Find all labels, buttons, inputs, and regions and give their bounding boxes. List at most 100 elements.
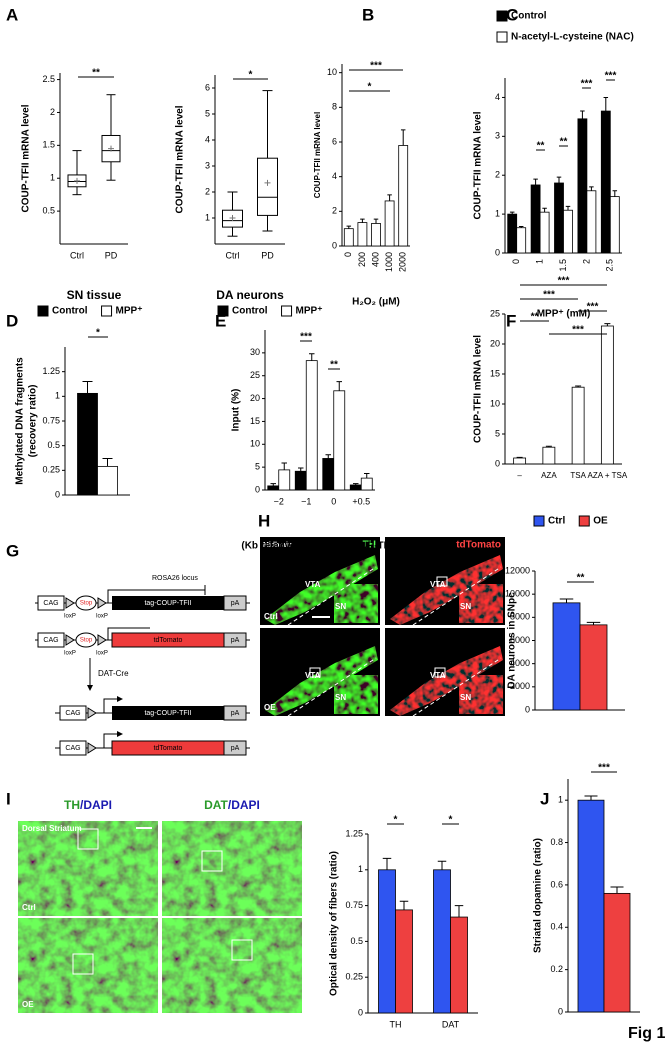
error-bar xyxy=(612,190,618,197)
mean xyxy=(108,145,114,152)
legend-swatch xyxy=(281,305,293,317)
error-bar xyxy=(556,176,562,183)
y-tick-label: 2.5 xyxy=(42,74,55,84)
bar xyxy=(542,446,556,465)
y-tick-label: 0.75 xyxy=(42,415,60,425)
y-tick-label: 1 xyxy=(50,173,55,183)
transcription-arrow xyxy=(103,696,123,713)
locus-marker xyxy=(107,585,206,603)
reporter-label: tdTomato xyxy=(154,745,183,752)
panel-label: A xyxy=(6,5,18,24)
y-tick-label: 0.8 xyxy=(550,837,563,847)
legend-label: MPP⁺ xyxy=(296,306,323,317)
bar xyxy=(267,485,280,491)
y-tick-label: 12000 xyxy=(505,565,530,575)
y-tick-label: 6 xyxy=(205,82,210,92)
y-tick-label: 1.5 xyxy=(42,140,55,150)
panel-label: G xyxy=(6,541,19,560)
stain-label: TH/DAPI xyxy=(64,798,112,812)
y-tick-label: 0.5 xyxy=(42,205,55,215)
bar xyxy=(278,469,291,491)
significance-label: ** xyxy=(531,312,539,323)
y-tick-label: 3 xyxy=(205,160,210,170)
stain-part: DAT xyxy=(204,798,228,812)
x-tick-label: +0.5 xyxy=(352,496,370,506)
image-tile xyxy=(18,918,158,1013)
promoter-label: CAG xyxy=(43,600,58,607)
transgene-label: tag-COUP-TFII xyxy=(144,600,191,607)
bar xyxy=(539,211,550,254)
y-tick-label: 6 xyxy=(332,136,337,146)
y-tick-label: 15 xyxy=(250,416,260,426)
error-bar xyxy=(586,621,601,625)
lox-label: loxP xyxy=(96,651,108,657)
y-tick-label: 30 xyxy=(250,347,260,357)
polya-label: pA xyxy=(231,745,240,752)
y-tick-label: 10 xyxy=(490,398,500,408)
bar xyxy=(507,213,518,254)
chart: 0 2 4 6 8 10 COUP-TFII mRNA level H₂O₂ (μM) 0 200… xyxy=(313,61,410,308)
y-tick-label: 20 xyxy=(490,338,500,348)
bar xyxy=(97,465,118,496)
bar xyxy=(513,457,527,465)
stain-part: TH xyxy=(64,798,80,812)
significance-label: *** xyxy=(587,302,599,313)
significance-label: *** xyxy=(300,332,312,343)
y-tick-label: 1 xyxy=(205,212,210,222)
x-tick-label: 2 xyxy=(581,259,591,264)
error-bar xyxy=(545,445,552,448)
striatum-images: TH/DAPI DAT/DAPI Dorsal Striatum Ctrl OE xyxy=(18,798,302,1013)
significance-label: *** xyxy=(581,79,593,90)
y-axis-label: COUP-TFII mRNA level xyxy=(175,105,186,213)
bar xyxy=(577,118,588,254)
stop-label: Stop xyxy=(80,601,93,607)
mean xyxy=(264,179,271,186)
transgene-box xyxy=(112,596,224,610)
y-tick-label: 10 xyxy=(250,439,260,449)
bar xyxy=(433,869,451,1014)
y-tick-label: 0.5 xyxy=(350,936,363,946)
error-bar xyxy=(325,454,331,459)
y-axis-label: Optical density of fibers (ratio) xyxy=(329,851,340,996)
stain-part: DAPI xyxy=(231,798,260,812)
promoter-box xyxy=(59,740,87,756)
error-bar xyxy=(575,385,582,388)
bar xyxy=(371,223,381,247)
significance-label: ** xyxy=(560,137,568,148)
x-axis-label: MPP⁺ (mM) xyxy=(537,309,591,320)
significance-label: * xyxy=(249,70,253,81)
panel-label: D xyxy=(6,311,18,330)
y-tick-label: 5 xyxy=(495,428,500,438)
error-bar xyxy=(542,207,547,213)
midbrain-images: Midbrain TH tdTomato VTA SN VTA SN VTA S… xyxy=(260,537,505,717)
promoter-box xyxy=(37,595,65,611)
panel-label: I xyxy=(6,789,11,808)
error-bar xyxy=(373,218,379,224)
bar xyxy=(333,390,346,491)
region-label: Dorsal Striatum xyxy=(22,824,82,833)
polya-label: pA xyxy=(231,710,240,717)
y-tick-label: 5 xyxy=(255,462,260,472)
significance-label: * xyxy=(96,328,100,339)
legend-label: OE xyxy=(593,516,608,527)
chart: 0 0.25 0.5 0.75 1 1.25 Optical density of fibe… xyxy=(329,815,478,1029)
panel-label: C xyxy=(506,5,518,24)
error-bar xyxy=(102,457,113,467)
significance-label: ** xyxy=(537,141,545,152)
y-tick-label: 20 xyxy=(250,393,260,403)
chart: 0 2000 4000 6000 8000 10000 12000 DA neurons in… xyxy=(505,515,625,714)
y-tick-label: 4 xyxy=(332,171,337,181)
error-bar xyxy=(604,323,611,326)
reporter-label: tdTomato xyxy=(154,637,183,644)
x-tick-label: PD xyxy=(105,250,118,260)
legend-label: N-acetyl-L-cysteine (NAC) xyxy=(511,32,634,43)
chart-title: DA neurons xyxy=(216,288,284,302)
area-label: VTA xyxy=(305,671,321,680)
bar xyxy=(395,909,413,1014)
x-tick-label: 0 xyxy=(343,252,353,257)
bar xyxy=(600,110,611,254)
error-bar xyxy=(603,96,609,112)
bar xyxy=(77,392,98,496)
significance-label: ** xyxy=(330,360,338,371)
